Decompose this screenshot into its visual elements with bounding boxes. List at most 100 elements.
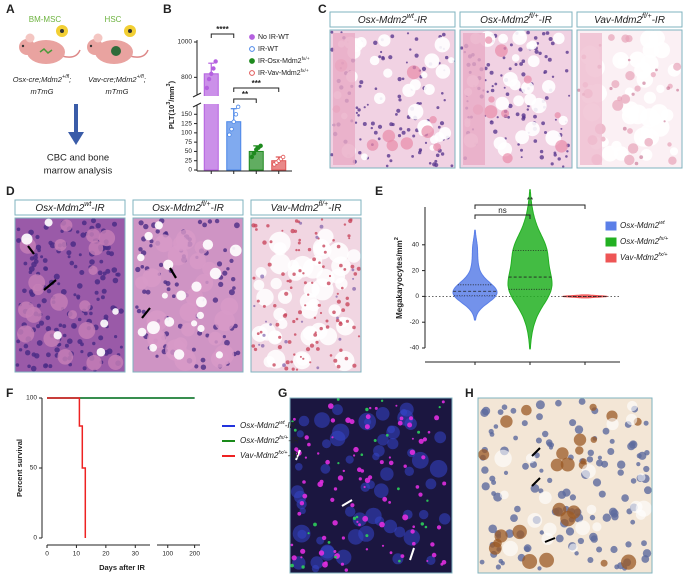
micrograph-frame [289,397,453,574]
cell [479,559,485,565]
cell [332,404,343,416]
cell [302,480,306,484]
data-point [233,112,239,117]
cell [450,164,454,168]
cell [82,366,87,371]
cell [285,360,290,365]
cell [409,416,413,421]
cell [381,56,385,61]
cell [205,333,210,338]
cell [135,266,141,273]
cell [434,159,438,163]
cell [67,255,71,259]
cell [234,222,240,229]
cell [111,267,118,273]
legend-marker [249,70,255,76]
cell [79,300,91,312]
cell [521,81,534,95]
cell [589,403,597,411]
cell [224,339,230,346]
cell [197,219,203,225]
cell [434,431,447,444]
cell [382,496,388,502]
cell [358,477,362,481]
cell [495,96,510,111]
cell [214,218,220,224]
cell [412,134,416,138]
cell [138,247,143,252]
cell [560,457,575,472]
cell [358,523,361,527]
cell [503,470,509,475]
cell [502,56,506,60]
cell [290,543,294,547]
cell [295,463,303,471]
cell [375,407,390,421]
cell [352,363,357,368]
cell [358,84,362,88]
mouse-label: Osx-cre;Mdm2+/fl; [13,74,71,84]
cell [46,288,52,294]
legend-marker [249,58,255,64]
cell [18,348,23,352]
cell [366,139,379,151]
cell [44,266,48,271]
cell [231,277,236,282]
micrograph-frame [14,217,126,373]
cell [143,223,149,230]
cell [158,262,164,268]
cell [40,255,44,259]
cell [321,535,327,541]
title-box [576,11,683,28]
cell [550,41,555,46]
cell [488,428,494,435]
cell [175,229,196,250]
cell [526,108,529,111]
data-point [235,104,241,110]
cell [533,139,538,143]
cell [288,279,292,283]
cell [630,478,637,484]
cell [398,559,401,563]
cell [98,229,116,247]
radiation-icon [128,29,132,33]
cell [511,54,520,62]
cell [292,272,296,276]
cell [325,325,330,329]
cell [569,543,578,553]
cell [425,478,437,490]
cell [500,74,503,77]
y-axis-label: Megakaryocytes/mm2 [394,237,404,319]
cell [15,363,20,367]
cell [50,293,68,311]
cell [295,368,299,371]
legend-swatch [605,221,617,231]
cell [313,241,332,260]
cell [317,481,324,488]
cell [108,354,124,370]
cell [295,317,299,321]
cell [304,304,307,307]
cell [293,428,297,432]
cell [596,546,603,553]
y-tick-label: 50 [185,148,193,155]
head [19,39,35,55]
cell [91,218,96,224]
cell [362,122,367,126]
cell [179,302,199,322]
cell [382,129,396,143]
cell [263,356,275,368]
cell-label: HSC [105,15,122,24]
cell [551,75,555,79]
cell [292,319,296,324]
panel-label: C [318,2,327,16]
cell [397,420,403,426]
cell [112,221,117,227]
cell [630,519,636,525]
cell [297,511,302,516]
arrow [295,449,301,461]
cell [352,287,356,291]
cell [333,358,338,363]
cell [42,258,48,263]
cell [64,343,69,348]
